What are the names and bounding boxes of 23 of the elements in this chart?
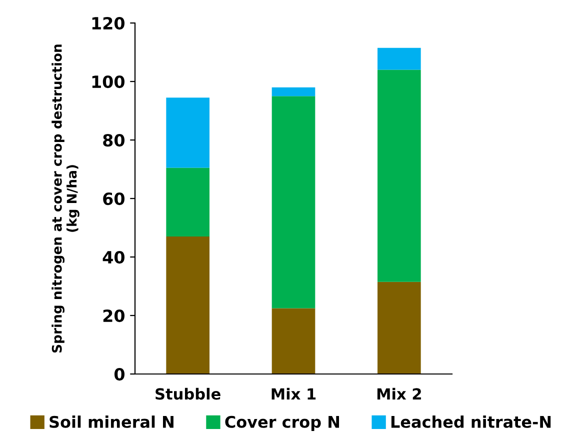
y-tick-label: 0 xyxy=(114,368,124,381)
bar xyxy=(378,282,421,374)
bar xyxy=(166,236,210,374)
y-tick-label: 60 xyxy=(103,192,124,206)
y-tick-label: 40 xyxy=(102,250,124,264)
bar xyxy=(272,96,316,308)
legend-label: Soil mineral N xyxy=(50,416,174,428)
y-tick-label: 120 xyxy=(92,16,124,30)
bar xyxy=(378,48,421,70)
bar xyxy=(378,70,421,282)
x-tick-label: Mix 1 xyxy=(272,388,316,400)
bar xyxy=(166,168,210,237)
legend-label: Leached nitrate-N xyxy=(391,416,551,428)
x-tick-label: Stubble xyxy=(156,388,220,400)
y-tick-label: 100 xyxy=(92,75,124,88)
x-tick-label: Mix 2 xyxy=(377,388,421,400)
bar xyxy=(166,98,210,168)
legend-label: Cover crop N xyxy=(225,416,340,432)
y-axis-title: Spring nitrogen at cover crop destruction (kg N/ha) xyxy=(52,44,80,353)
y-tick-label: 20 xyxy=(103,309,124,322)
y-tick-label: 80 xyxy=(103,134,124,147)
bar xyxy=(272,87,316,96)
bar xyxy=(272,308,316,374)
